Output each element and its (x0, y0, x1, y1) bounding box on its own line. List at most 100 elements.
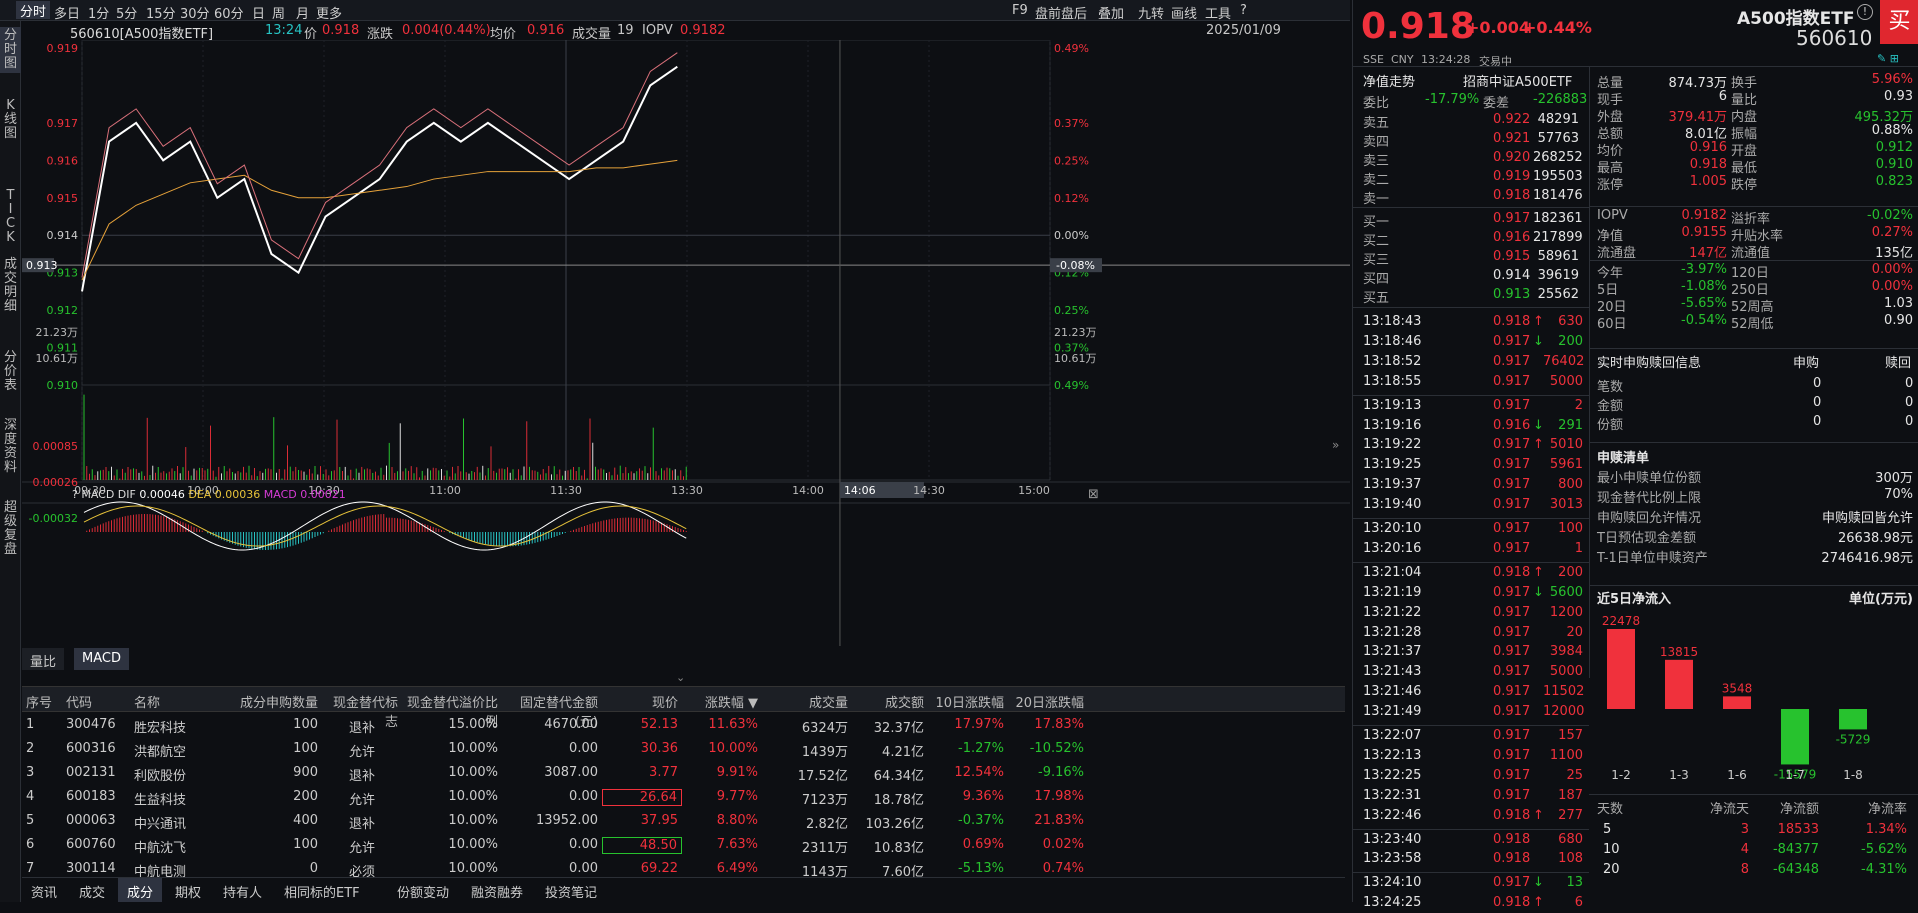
bid-price: 0.916 (1493, 230, 1531, 245)
tick-price: 0.918 (1493, 807, 1531, 823)
close-macd-icon[interactable]: ⊠ (1088, 487, 1099, 502)
expand-panel-icon[interactable]: ⌄ (676, 671, 686, 684)
cell: 100 (293, 741, 318, 756)
footer-tab-2[interactable]: 成分 (118, 878, 163, 902)
col-header-6[interactable]: 固定替代金额(元) (519, 696, 598, 730)
col-header-3[interactable]: 成分申购数量 (239, 696, 318, 711)
collapse-right-icon[interactable]: » (1332, 438, 1340, 452)
inflow-day: 1-7 (1785, 768, 1805, 782)
sub-label: 金额 (1597, 399, 1624, 414)
indicator-tab-volume-ratio[interactable]: 量比 (22, 648, 65, 670)
col-header-5[interactable]: 现金替代溢价比例 (406, 696, 498, 730)
toolbar-right-5[interactable]: 工具 (1205, 7, 1232, 22)
cell: 600760 (66, 837, 116, 852)
buy-button[interactable]: 买 (1880, 0, 1918, 44)
tick-price: 0.917 (1493, 353, 1531, 369)
sidebar-tab-4[interactable]: 分价表 (3, 350, 17, 393)
flow-cell: 1.34% (1865, 822, 1907, 837)
sidebar-tab-3[interactable]: 成交明细 (3, 257, 17, 314)
footer-tab-4[interactable]: 持有人 (223, 886, 263, 901)
cell: 4.21亿 (882, 745, 924, 760)
tick-row: 13:19:22 0.917 ↑ 5010 (1353, 437, 1589, 455)
price-tick: 0.915 (47, 192, 79, 205)
perf-label: 20日 (1597, 300, 1627, 315)
footer-tab-3[interactable]: 期权 (175, 886, 202, 901)
footer-tab-8[interactable]: 投资笔记 (545, 886, 598, 901)
toolbar-1[interactable]: 多日 (54, 7, 81, 22)
list-value: 300万 (1875, 471, 1913, 486)
flow-cell: -5.62% (1861, 842, 1907, 857)
toolbar-0[interactable]: 分时 (16, 1, 51, 20)
stats-label: 现手 (1597, 93, 1624, 108)
cell: 10.00% (708, 741, 758, 756)
toolbar-2[interactable]: 1分 (88, 7, 110, 22)
time-tick: 10:30 (308, 484, 340, 497)
time-tick: 11:30 (550, 484, 582, 497)
col-header-9[interactable]: 成交量 (808, 696, 848, 711)
tick-price: 0.917 (1493, 604, 1531, 620)
col-header-8[interactable]: 涨跌幅 ▼ (704, 696, 758, 711)
table-row[interactable]: 2 600316 洪都航空 100 允许 10.00% 0.00 30.36 10.00% 143… (22, 737, 1345, 761)
col-header-12[interactable]: 20日涨跌幅 (1015, 696, 1084, 711)
toolbar-right-6[interactable]: ? (1240, 3, 1247, 18)
table-row[interactable]: 6 600760 中航沈飞 100 允许 10.00% 0.00 48.50 7.63% 2311… (22, 833, 1345, 857)
toolbar-10[interactable]: 更多 (316, 7, 343, 22)
toolbar-right-1[interactable]: 盘前盘后 (1035, 7, 1088, 22)
toolbar-right-4[interactable]: 画线 (1171, 7, 1198, 22)
fund-code: 560610 (1796, 26, 1873, 50)
tick-time: 13:20:16 (1363, 540, 1422, 556)
intraday-chart[interactable]: 0.919 0.917 0.916 0.915 0.914 0.913 0.912 0.911… (22, 40, 1350, 646)
tick-time: 13:21:49 (1363, 704, 1422, 720)
sidebar-tab-5[interactable]: 深度资料 (3, 418, 17, 475)
cell: 64.34亿 (873, 769, 924, 784)
sidebar-tab-0[interactable]: 分时图 (0, 27, 21, 73)
big-price: 0.918 (1361, 6, 1475, 47)
footer-tab-0[interactable]: 资讯 (31, 886, 58, 901)
avg-line (81, 159, 678, 281)
footer-tab-7[interactable]: 融资融券 (471, 886, 524, 901)
time-tick: 14:30 (913, 484, 945, 497)
footer-tab-1[interactable]: 成交 (79, 886, 106, 901)
table-row[interactable]: 7 300114 中航电测 0 必须 10.00% 0.00 69.22 6.49% 1143万 7… (22, 857, 1345, 881)
tick-time: 13:22:13 (1363, 747, 1422, 763)
footer-tab-5[interactable]: 相同标的ETF (284, 886, 360, 901)
stats2-label: IOPV (1597, 208, 1628, 223)
col-header-11[interactable]: 10日涨跌幅 (935, 696, 1004, 711)
tick-volume: 13 (1566, 875, 1583, 891)
edit-icon[interactable]: ✎ ⊞ (1877, 52, 1899, 65)
table-row[interactable]: 1 300476 胜宏科技 100 退补 15.00% 4670.00 52.13 11.63%… (22, 713, 1345, 737)
toolbar-7[interactable]: 日 (252, 7, 266, 22)
col-header-0[interactable]: 序号 (26, 696, 53, 711)
toolbar-3[interactable]: 5分 (116, 7, 138, 22)
toolbar-right-2[interactable]: 叠加 (1098, 7, 1125, 22)
price-tick: 0.911 (47, 342, 79, 355)
toolbar-4[interactable]: 15分 (146, 7, 176, 22)
inflow-value: 22478 (1602, 614, 1640, 628)
col-header-1[interactable]: 代码 (66, 696, 93, 711)
toolbar-6[interactable]: 60分 (214, 7, 244, 22)
stats-value: 8.01亿 (1685, 127, 1727, 142)
nav-title[interactable]: 净值走势 (1363, 75, 1416, 90)
cell: 退补 (348, 817, 375, 832)
col-header-10[interactable]: 成交额 (884, 696, 924, 711)
toolbar-9[interactable]: 月 (296, 7, 310, 22)
toolbar-5[interactable]: 30分 (180, 7, 210, 22)
table-row[interactable]: 4 600183 生益科技 200 允许 10.00% 0.00 26.64 9.77% 7123… (22, 785, 1345, 809)
footer-tab-6[interactable]: 份额变动 (397, 886, 450, 901)
col-header-4[interactable]: 现金替代标志 (332, 696, 398, 730)
toolbar-8[interactable]: 周 (272, 7, 286, 22)
sub-v2: 0 (1905, 395, 1914, 410)
toolbar-right-0[interactable]: F9 (1012, 3, 1028, 18)
weibi-value: -17.79% (1425, 92, 1480, 107)
col-header-2[interactable]: 名称 (134, 696, 161, 711)
table-row[interactable]: 5 000063 中兴通讯 400 退补 10.00% 13952.00 37.95 8.80%… (22, 809, 1345, 833)
toolbar-right-3[interactable]: 九转 (1138, 7, 1165, 22)
table-row[interactable]: 3 002131 利欧股份 900 退补 10.00% 3087.00 3.77 9.91% 17… (22, 761, 1345, 785)
info-icon[interactable]: ! (1857, 4, 1873, 20)
indicator-tab-macd[interactable]: MACD (74, 648, 129, 670)
flow-cell: 20 (1603, 862, 1620, 877)
sidebar-tab-6[interactable]: 超级复盘 (3, 500, 17, 557)
col-header-7[interactable]: 现价 (651, 696, 678, 711)
